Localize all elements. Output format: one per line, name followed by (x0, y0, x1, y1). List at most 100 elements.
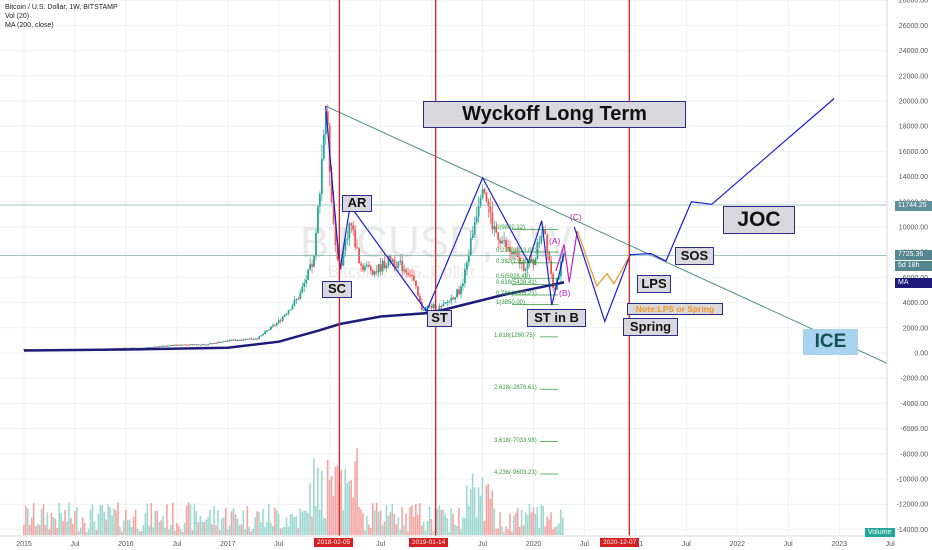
candle-body (420, 301, 423, 311)
volume-bar (395, 524, 398, 535)
volume-bar (266, 521, 268, 535)
candle-body (246, 338, 249, 340)
title-box[interactable]: Wyckoff Long Term (423, 101, 686, 128)
note-label[interactable]: Note:LPS or Spring (627, 303, 723, 315)
projection-path[interactable] (573, 98, 835, 324)
volume-bar (117, 502, 119, 535)
candle-body (254, 338, 257, 340)
candle-body (279, 320, 282, 322)
candle-body (168, 345, 170, 347)
sc-to-st-path[interactable] (325, 105, 427, 312)
abc-correction-path[interactable] (555, 230, 578, 283)
st-in-b-label[interactable]: ST in B (527, 309, 586, 327)
st-label[interactable]: ST (427, 310, 452, 327)
symbol-title[interactable]: Bitcoin / U.S. Dollar, 1W, BITSTAMP (5, 4, 118, 11)
candle-body (199, 344, 202, 346)
candle-body (538, 242, 541, 244)
volume-bar (336, 465, 339, 535)
candle-body (383, 260, 386, 268)
volume-bar (232, 508, 235, 535)
volume-bar (483, 520, 486, 535)
candle-body (173, 344, 176, 346)
volume-bar (430, 519, 433, 535)
volume-bar (107, 504, 109, 535)
volume-bar (205, 519, 207, 535)
volume-bar (222, 517, 225, 535)
fib-label: 0.382(7154.66) (496, 258, 537, 265)
volume-bar (270, 522, 272, 535)
volume-bar (503, 531, 505, 535)
volume-bar (436, 508, 439, 535)
volume-bar (475, 517, 478, 535)
volume-bar (170, 524, 172, 535)
volume-bar (207, 516, 209, 535)
joc-label[interactable]: JOC (723, 206, 795, 234)
candle-body (418, 295, 421, 302)
volume-bar (273, 507, 276, 535)
volume-bar (142, 525, 145, 535)
volume-bar (30, 517, 33, 535)
wyckoff-wave-path[interactable] (425, 176, 565, 312)
volume-bar (48, 529, 51, 535)
candle-body (215, 342, 217, 344)
candle-body (552, 273, 554, 289)
candle-body (526, 263, 529, 270)
candle-body (416, 286, 419, 296)
lps-orange-path[interactable] (576, 230, 631, 288)
ice-label[interactable]: ICE (803, 329, 858, 355)
fib-extension[interactable] (512, 229, 558, 475)
candle-body (211, 343, 214, 345)
volume-bar (172, 502, 174, 535)
candle-body (501, 240, 504, 244)
y-tick-label: -8000.00 (900, 451, 928, 458)
x-tick-label: Jul (376, 541, 385, 548)
candle-body (436, 309, 439, 311)
volume-bar (101, 505, 104, 535)
candle-body (540, 235, 543, 243)
candle-body (385, 265, 388, 268)
y-tick-label: 22000.00 (899, 73, 928, 80)
x-tick-label: 2015 (16, 541, 32, 548)
volume-bar (303, 510, 305, 535)
candle-body (428, 305, 431, 307)
vertical-markers[interactable] (338, 0, 630, 536)
ar-label[interactable]: AR (342, 195, 372, 212)
volume-bar (493, 509, 496, 535)
ma-indicator-label[interactable]: MA (200, close) (5, 22, 54, 29)
candle-body (444, 302, 447, 304)
volume-bar (462, 517, 464, 535)
candle-body (511, 252, 513, 255)
volume-bar (554, 527, 556, 535)
volume-tag: Volume (865, 528, 895, 537)
sos-label[interactable]: SOS (675, 247, 714, 265)
volume-bar (348, 480, 350, 535)
volume-bar (136, 528, 139, 535)
spring-label[interactable]: Spring (623, 318, 678, 336)
volume-bar (197, 522, 200, 535)
volume-bar (76, 507, 78, 535)
volume-bar (183, 522, 186, 535)
candle-body (481, 189, 484, 199)
sc-label[interactable]: SC (322, 281, 352, 298)
volume-bar (342, 509, 345, 535)
volume-bar (481, 477, 484, 535)
volume-bar (495, 528, 497, 535)
volume-bar (40, 508, 43, 535)
volume-bar (125, 509, 127, 535)
volume-bar (230, 511, 233, 535)
candle-body (442, 303, 445, 307)
candle-body (293, 300, 296, 306)
volume-bar (177, 525, 180, 535)
volume-bar (199, 516, 202, 535)
x-tick-label: Jul (172, 541, 181, 548)
volume-bar (548, 519, 550, 535)
volume-bar (561, 517, 564, 535)
candle-body (334, 223, 337, 245)
lps-label[interactable]: LPS (637, 275, 671, 293)
volume-indicator-label[interactable]: Vol (20) (5, 13, 30, 20)
volume-bar (326, 459, 329, 535)
volume-bar (460, 528, 462, 535)
descending-trendline[interactable] (325, 105, 901, 370)
volume-bar (315, 505, 317, 535)
